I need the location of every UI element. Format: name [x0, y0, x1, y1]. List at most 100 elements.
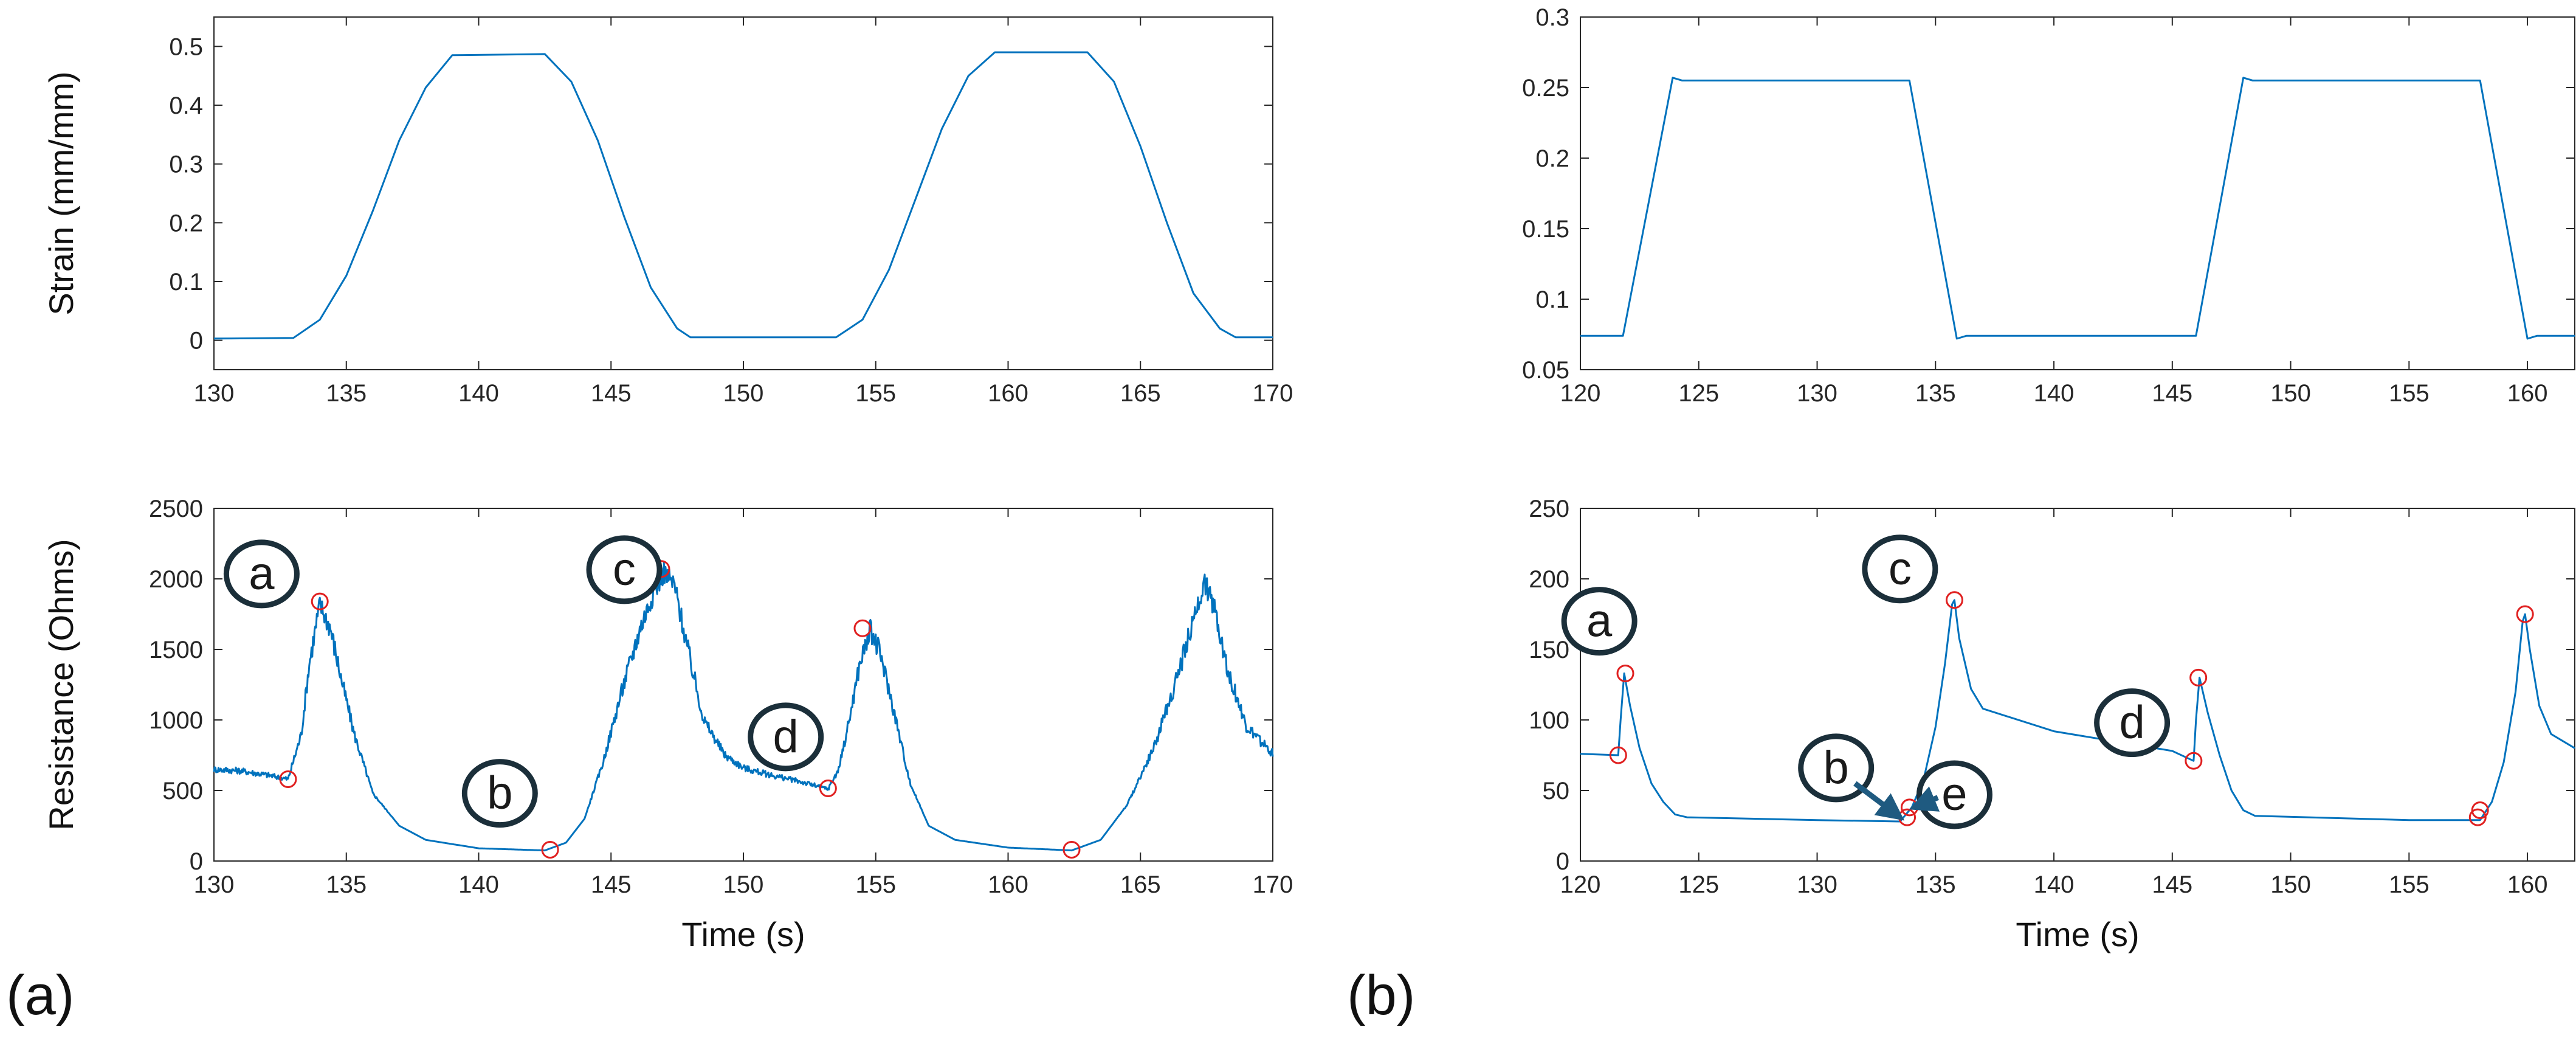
- x-tick-label: 145: [2152, 380, 2192, 407]
- x-axis-label: Time (s): [2016, 915, 2139, 953]
- annotation-label-c: c: [1889, 543, 1912, 595]
- annotation-bubble-d: [2094, 688, 2171, 758]
- y-tick-label: 0.1: [169, 269, 203, 296]
- annotation-label-d: d: [2119, 697, 2144, 749]
- panel-label-a: (a): [6, 964, 74, 1026]
- x-tick-label: 165: [1120, 871, 1161, 898]
- x-tick-label: 150: [723, 380, 764, 407]
- y-tick-label: 50: [1543, 778, 1570, 804]
- x-tick-label: 130: [194, 871, 235, 898]
- annotation-label-b: b: [1824, 742, 1849, 794]
- y-tick-label: 0.25: [1522, 75, 1569, 102]
- y-tick-label: 0.15: [1522, 216, 1569, 243]
- red-circle-marker: [853, 619, 872, 637]
- annotation-bubble-c: [586, 535, 663, 604]
- x-tick-label: 140: [458, 380, 499, 407]
- x-tick-label: 145: [2152, 871, 2192, 898]
- y-tick-label: 2000: [149, 566, 203, 593]
- x-tick-label: 120: [1560, 871, 1601, 898]
- red-circle-marker: [2471, 801, 2489, 819]
- y-tick-label: 1500: [149, 637, 203, 663]
- x-axis-label: Time (s): [681, 915, 805, 953]
- x-tick-label: 155: [855, 380, 896, 407]
- x-tick-label: 160: [988, 871, 1028, 898]
- x-tick-label: 125: [1678, 380, 1719, 407]
- x-tick-label: 135: [1915, 871, 1956, 898]
- red-circle-marker: [1616, 664, 1634, 682]
- red-circle-marker: [2189, 668, 2208, 687]
- y-tick-label: 0.4: [169, 92, 203, 119]
- panel-label-b: (b): [1347, 964, 1415, 1026]
- x-tick-label: 155: [2389, 871, 2430, 898]
- annotation-label-c: c: [613, 544, 636, 595]
- x-tick-label: 145: [591, 871, 632, 898]
- x-tick-label: 140: [458, 871, 499, 898]
- annotation-bubble-d: [748, 702, 824, 772]
- y-tick-label: 100: [1529, 707, 1569, 734]
- y-tick-label: 1000: [149, 707, 203, 734]
- x-tick-label: 160: [988, 380, 1028, 407]
- y-tick-label: 250: [1529, 496, 1569, 522]
- x-tick-label: 135: [1915, 380, 1956, 407]
- x-tick-label: 140: [2034, 380, 2075, 407]
- y-axis-label: Resistance (Ohms): [42, 539, 80, 830]
- axes-box: [213, 16, 1273, 370]
- x-tick-label: 135: [326, 380, 367, 407]
- chart-a-resistance: 130 135 140 145 150 155 160 165 170 0 500 1000 1500 2…: [42, 496, 1293, 953]
- x-tick-label: 120: [1560, 380, 1601, 407]
- arrow-b: [1853, 781, 1905, 821]
- red-circle-marker: [2185, 752, 2203, 770]
- y-tick-label: 0.05: [1522, 357, 1569, 384]
- annotation-label-e: e: [1941, 769, 1967, 820]
- y-tick-label: 0: [190, 328, 203, 354]
- x-tick-label: 150: [2270, 380, 2311, 407]
- x-tick-label: 165: [1120, 380, 1161, 407]
- red-circle-marker: [311, 592, 329, 610]
- y-tick-label: 0.3: [169, 151, 203, 178]
- axes-box: [213, 508, 1273, 862]
- series-line-resistance: [1580, 599, 2575, 823]
- x-tick-label: 155: [855, 871, 896, 898]
- x-tick-label: 145: [591, 380, 632, 407]
- red-circle-marker: [2516, 605, 2534, 623]
- annotation-label-a: a: [249, 548, 275, 600]
- y-axis-label: Strain (mm/mm): [42, 71, 80, 315]
- x-tick-label: 160: [2507, 380, 2548, 407]
- x-tick-label: 130: [194, 380, 235, 407]
- x-tick-label: 160: [2507, 871, 2548, 898]
- annotation-label-a: a: [1586, 595, 1613, 647]
- y-tick-label: 0.5: [169, 33, 203, 60]
- red-circle-marker: [1062, 840, 1081, 859]
- annotation-bubble-a: [1561, 587, 1638, 656]
- red-circle-marker: [2468, 808, 2487, 826]
- x-tick-label: 125: [1678, 871, 1719, 898]
- red-circle-marker: [279, 770, 297, 788]
- y-tick-label: 0.1: [1535, 286, 1569, 313]
- red-circle-marker: [1945, 591, 1963, 609]
- annotation-bubble-c: [1862, 534, 1938, 604]
- annotation-bubble-a: [223, 539, 300, 609]
- x-tick-label: 170: [1253, 380, 1293, 407]
- chart-b-resistance: 120 125 130 135 140 145 150 155 160 0 50 100 150 200 2…: [1529, 496, 2575, 953]
- x-tick-label: 170: [1253, 871, 1293, 898]
- y-tick-label: 0.2: [169, 210, 203, 237]
- x-tick-label: 155: [2389, 380, 2430, 407]
- x-tick-label: 135: [326, 871, 367, 898]
- axes-box: [1580, 16, 2575, 370]
- annotation-label-b: b: [487, 767, 512, 819]
- series-line-strain: [1580, 77, 2575, 340]
- chart-b-strain: 120 125 130 135 140 145 150 155 160 0.05 0.1 0.15 0.…: [1522, 4, 2575, 407]
- y-tick-label: 2500: [149, 496, 203, 522]
- y-tick-label: 150: [1529, 637, 1569, 663]
- y-tick-label: 0.2: [1535, 145, 1569, 172]
- y-tick-label: 0: [190, 848, 203, 875]
- red-circle-marker: [541, 840, 559, 859]
- y-tick-label: 0.3: [1535, 4, 1569, 31]
- red-circle-marker: [819, 780, 837, 798]
- annotation-bubble-b: [461, 759, 538, 828]
- series-line-strain: [213, 51, 1273, 340]
- chart-a-strain: 130 135 140 145 150 155 160 165 170 0 0.1 0.2 0.3 0.4…: [42, 16, 1293, 407]
- arrow-e: [1909, 786, 1940, 812]
- red-circle-marker: [1609, 746, 1627, 764]
